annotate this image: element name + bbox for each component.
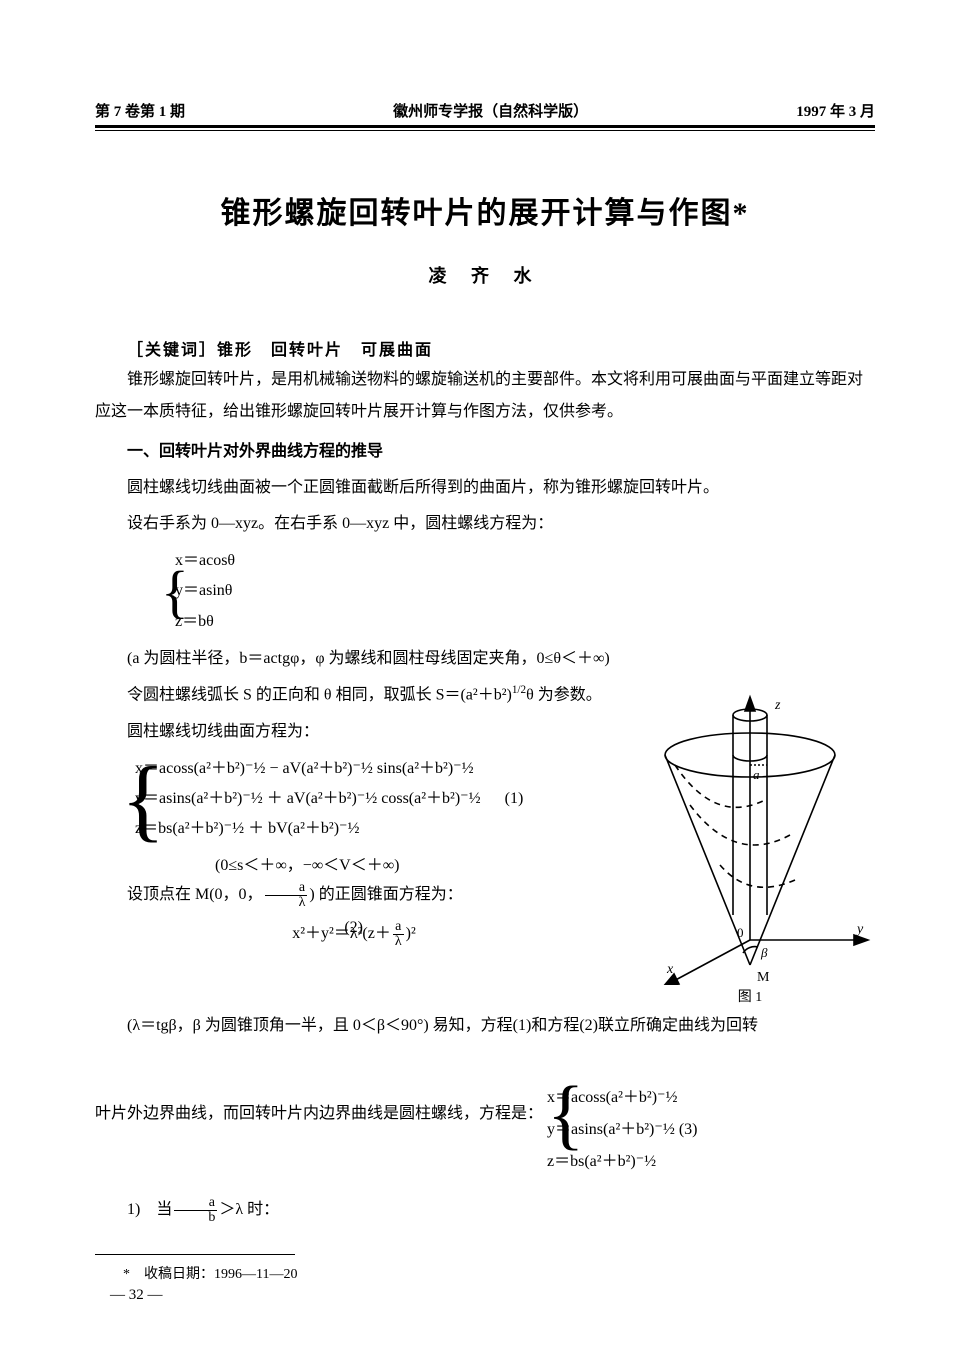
eq-line: x＝acoss(a²＋b²)⁻½ − aV(a²＋b²)⁻½ sins(a²＋b… [135, 754, 613, 784]
brace-icon: { [547, 1050, 584, 1178]
para-8-with-system-3: 叶片外边界曲线，而回转叶片内边界曲线是圆柱螺线，方程是： { x＝acoss(a… [95, 1050, 875, 1178]
para-5: 圆柱螺线切线曲面方程为： [95, 716, 613, 748]
text-run: )² [406, 925, 416, 942]
fraction: aλ [391, 920, 406, 949]
keywords: ［关键词］锥形 回转叶片 可展曲面 [95, 336, 875, 360]
equation-system-1: { x＝acosθ y＝asinθ z＝bθ [175, 546, 875, 637]
text-run: 1) 当 [127, 1201, 172, 1218]
eq-line: x＝acosθ [175, 546, 875, 576]
para-4: 令圆柱螺线弧长 S 的正向和 θ 相同，取弧长 S＝(a²＋b²)1/2θ 为参… [95, 679, 613, 711]
para-9: 1) 当ab＞λ 时： [95, 1194, 875, 1226]
figure-caption: 图 1 [625, 986, 875, 1006]
text-run: x²＋y²＝λ²(z＋ [292, 925, 391, 942]
para-3: (a 为圆柱半径，b＝actgφ，φ 为螺线和圆柱母线固定夹角，0≤θ＜＋∞) [95, 643, 875, 675]
para-1: 圆柱螺线切线曲面被一个正圆锥面截断后所得到的曲面片，称为锥形螺旋回转叶片。 [95, 472, 875, 504]
footnote: * 收稿日期：1996—11—20 [95, 1263, 875, 1283]
svg-text:0: 0 [737, 925, 744, 940]
cone-diagram: z y x a [625, 685, 875, 985]
eq-line: y＝asinθ [175, 576, 875, 606]
eq-line: y＝asins(a²＋b²)⁻½ ＋ aV(a²＋b²)⁻½ coss(a²＋b… [135, 784, 613, 814]
paper-title: 锥形螺旋回转叶片的展开计算与作图* [95, 188, 875, 232]
footnote-separator [95, 1254, 295, 1255]
header-left: 第 7 卷第 1 期 [95, 100, 185, 121]
para-2: 设右手系为 0—xyz。在右手系 0—xyz 中，圆柱螺线方程为： [95, 508, 875, 540]
intro-paragraph: 锥形螺旋回转叶片，是用机械输送物料的螺旋输送机的主要部件。本文将利用可展曲面与平… [95, 364, 875, 428]
range-1: (0≤s＜＋∞，−∞＜V＜＋∞) [215, 851, 613, 875]
brace-icon: { [161, 546, 189, 637]
eq-line: z＝bθ [175, 607, 875, 637]
text-run: ＞λ 时： [219, 1201, 279, 1218]
svg-text:M: M [757, 970, 770, 985]
fraction: ab [172, 1196, 219, 1225]
section-1-heading: 一、回转叶片对外界曲线方程的推导 [95, 436, 875, 468]
fraction: aλ [263, 881, 310, 910]
para-7: (λ＝tgβ，β 为圆锥顶角一半，且 0＜β＜90°) 易知，方程(1)和方程(… [95, 1010, 875, 1042]
eq-number: (3) [679, 1121, 698, 1138]
brace-icon: { [121, 754, 165, 845]
eq-line: z＝bs(a²＋b²)⁻½ ＋ bV(a²＋b²)⁻½ [135, 814, 613, 844]
header-right: 1997 年 3 月 [796, 100, 875, 121]
svg-text:a: a [753, 767, 760, 782]
text-run: θ 为参数。 [526, 687, 602, 704]
para-6: 设顶点在 M(0，0，aλ) 的正圆锥面方程为： [95, 879, 613, 911]
equation-system-2: { x＝acoss(a²＋b²)⁻½ − aV(a²＋b²)⁻½ sins(a²… [135, 754, 613, 845]
page-number: — 32 — [95, 1287, 875, 1304]
text-run: 令圆柱螺线弧长 S 的正向和 θ 相同，取弧长 S＝(a²＋b²) [127, 687, 512, 704]
text-run: 叶片外边界曲线，而回转叶片内边界曲线是圆柱螺线，方程是： [95, 1098, 543, 1130]
eq-number: (1) [505, 790, 524, 807]
text-run: 设顶点在 M(0，0， [127, 886, 263, 903]
equation-2: x²＋y²＝λ²(z＋aλ)² (2) [95, 919, 613, 949]
figure-1: z y x a [625, 685, 875, 1006]
page-header: 第 7 卷第 1 期 徽州师专学报（自然科学版） 1997 年 3 月 [95, 100, 875, 128]
svg-text:β: β [760, 945, 768, 960]
eq-number: (2) [344, 919, 363, 937]
header-center: 徽州师专学报（自然科学版） [393, 100, 588, 121]
svg-text:x: x [666, 962, 674, 977]
svg-text:y: y [855, 922, 864, 937]
text-run: ) 的正圆锥面方程为： [309, 886, 462, 903]
svg-text:z: z [774, 698, 781, 713]
author: 凌 齐 水 [95, 262, 875, 288]
